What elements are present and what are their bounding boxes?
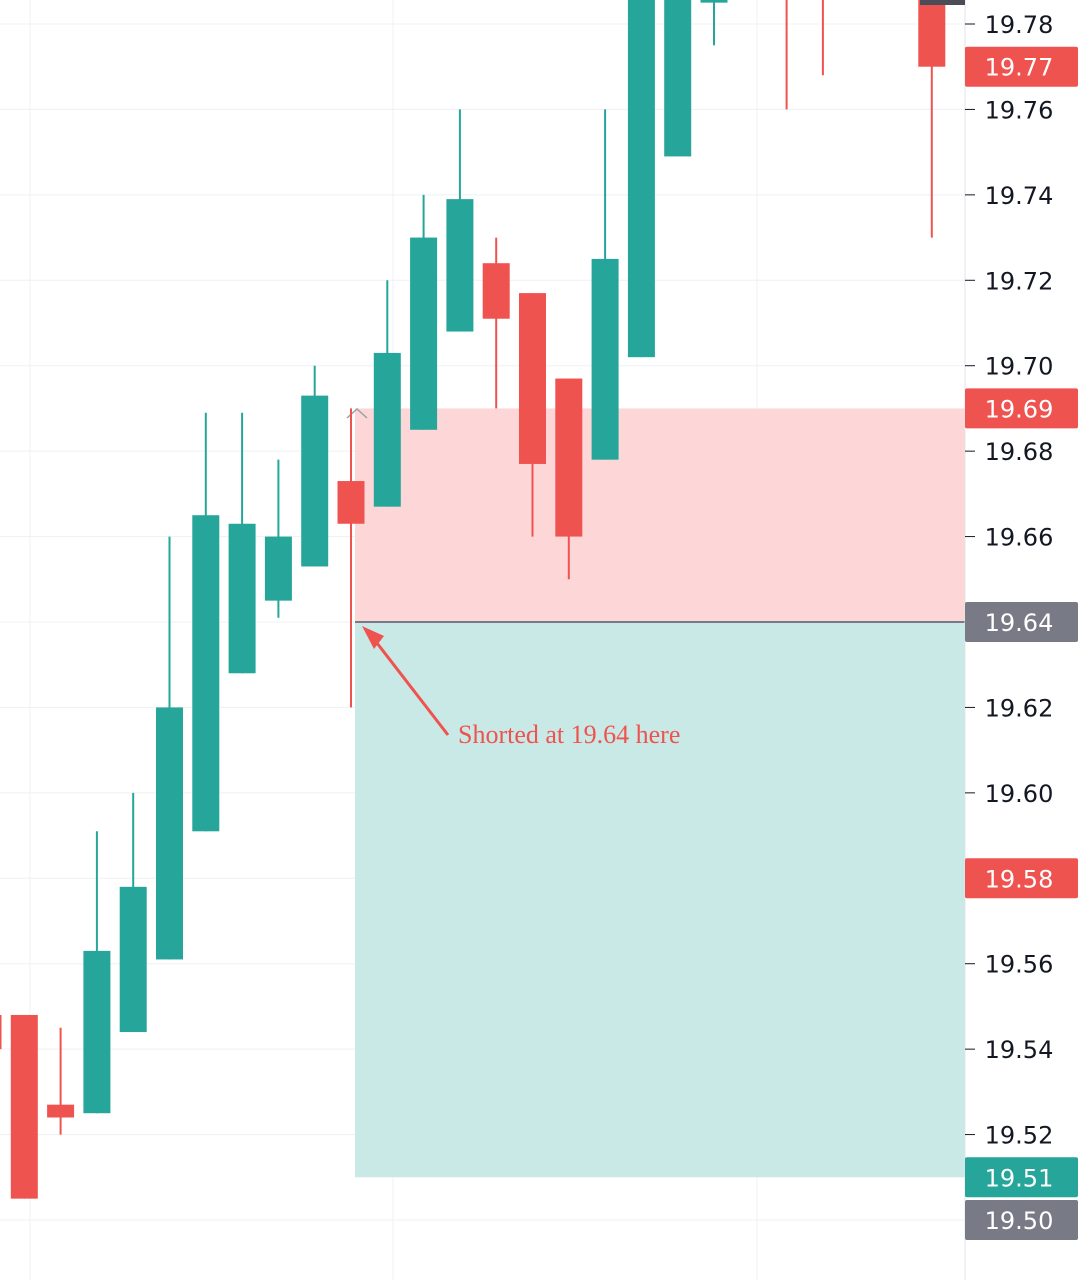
annotation-label: Shorted at 19.64 here <box>458 720 680 749</box>
price-tick-label: 19.54 <box>985 1036 1054 1064</box>
price-tick-label: 19.68 <box>985 438 1054 466</box>
candle-bullish <box>83 831 111 1114</box>
axis-corner-marker <box>920 0 965 5</box>
price-tag-background <box>965 858 1078 899</box>
price-tag: 19.69 <box>965 388 1078 429</box>
take-profit-zone <box>355 622 965 1178</box>
candle-body <box>119 886 147 1033</box>
price-tag: 19.77 <box>965 46 1078 87</box>
price-tag: 19.51 <box>965 1157 1078 1198</box>
candle-bearish <box>337 408 365 708</box>
price-tag-label: 19.69 <box>985 395 1054 423</box>
candle-body <box>301 395 329 567</box>
price-tag-background <box>965 388 1078 429</box>
candle-bearish <box>918 0 946 238</box>
candle-bullish <box>301 365 329 567</box>
candle-body <box>228 523 256 674</box>
candle-bearish <box>821 0 824 76</box>
candle-body <box>192 515 220 832</box>
candle-body <box>156 707 183 960</box>
price-tick-label: 19.52 <box>985 1122 1054 1150</box>
candle-body <box>446 199 474 332</box>
price-tick-label: 19.62 <box>985 694 1054 722</box>
price-tag-label: 19.51 <box>985 1164 1054 1192</box>
candles <box>0 0 946 1199</box>
annotation-arrow <box>368 633 450 736</box>
candle-bullish <box>591 109 619 460</box>
candle-body <box>700 0 728 3</box>
price-tag-label: 19.77 <box>985 54 1054 82</box>
price-tag-label: 19.58 <box>985 865 1054 893</box>
price-tick-label: 19.74 <box>985 182 1054 210</box>
candle-body <box>918 0 946 67</box>
price-tag-label: 19.64 <box>985 609 1054 637</box>
candle-bullish <box>664 0 692 157</box>
candle-bullish <box>373 280 401 507</box>
candle-body <box>264 536 292 601</box>
candle-bearish <box>47 1027 75 1135</box>
price-tag-label: 19.50 <box>985 1207 1054 1235</box>
candle-bullish <box>119 792 147 1033</box>
candle-bullish <box>228 412 256 674</box>
candle-bearish <box>519 293 546 537</box>
price-tag: 19.50 <box>965 1200 1078 1240</box>
price-axis[interactable]: 19.78 19.76 19.74 19.72 19.70 19.68 19.66 19.64… <box>920 0 1078 1280</box>
price-tick-label: 19.60 <box>985 780 1054 808</box>
candle-bullish <box>410 194 438 430</box>
candle-body <box>373 352 401 507</box>
price-tag-background <box>965 1200 1078 1240</box>
candle-body <box>47 1104 75 1118</box>
candle-bullish <box>264 459 292 618</box>
price-tag-background <box>965 1157 1078 1198</box>
candle-body <box>591 258 619 460</box>
candle-body <box>10 1014 38 1199</box>
price-tick-label: 19.56 <box>985 951 1054 979</box>
candle-bearish <box>785 0 788 110</box>
price-tick-label: 19.72 <box>985 267 1054 295</box>
candle-bullish <box>192 412 220 832</box>
candle-body <box>337 481 365 524</box>
candle-bullish <box>700 0 728 46</box>
arrow-head-icon <box>362 626 384 649</box>
stop-loss-zone <box>355 408 965 622</box>
price-tag-background <box>965 602 1078 642</box>
price-tick-label: 19.70 <box>985 353 1054 381</box>
candle-body <box>519 293 546 464</box>
position-tool[interactable] <box>346 407 965 1178</box>
candle-bullish <box>156 536 183 960</box>
candle-body <box>482 263 510 319</box>
price-tag-background <box>965 46 1078 87</box>
price-tag: 19.58 <box>965 858 1078 899</box>
candle-body <box>410 237 438 430</box>
candle-bearish <box>482 237 510 409</box>
candle-body <box>0 1014 2 1050</box>
candle-bullish <box>627 0 655 358</box>
annotation: Shorted at 19.64 here <box>362 626 680 749</box>
price-tick-label: 19.76 <box>985 96 1054 124</box>
price-tick-label: 19.66 <box>985 524 1054 552</box>
candle-bearish <box>10 1014 38 1199</box>
candle-bearish <box>0 1014 2 1050</box>
candle-body <box>555 378 583 537</box>
candle-bearish <box>555 378 583 580</box>
candle-bullish <box>446 109 474 332</box>
candle-body <box>627 0 655 358</box>
candle-body <box>83 950 111 1114</box>
price-tick-label: 19.78 <box>985 11 1054 39</box>
candle-body <box>664 0 692 157</box>
price-tag: 19.64 <box>965 602 1078 642</box>
